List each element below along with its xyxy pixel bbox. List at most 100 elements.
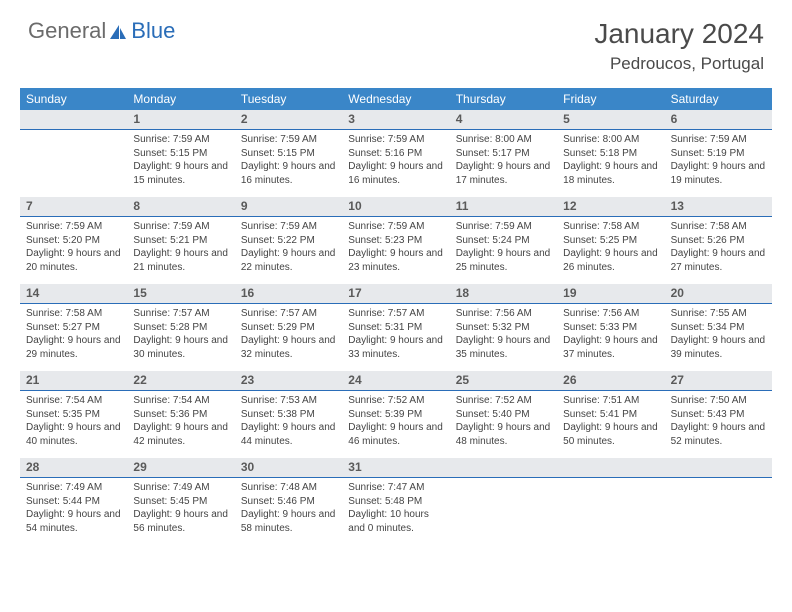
sunrise-line: Sunrise: 7:55 AM	[671, 307, 766, 321]
day-cell: Sunrise: 7:54 AMSunset: 5:35 PMDaylight:…	[20, 391, 127, 458]
day-content-row: Sunrise: 7:58 AMSunset: 5:27 PMDaylight:…	[20, 304, 772, 371]
day-number-row: 28293031	[20, 458, 772, 478]
sunset-line: Sunset: 5:17 PM	[456, 147, 551, 161]
day-number: 28	[20, 458, 127, 477]
day-number	[450, 458, 557, 477]
day-number: 11	[450, 197, 557, 216]
day-number: 27	[665, 371, 772, 390]
sunrise-line: Sunrise: 8:00 AM	[563, 133, 658, 147]
day-cell: Sunrise: 7:55 AMSunset: 5:34 PMDaylight:…	[665, 304, 772, 371]
sunrise-line: Sunrise: 7:59 AM	[671, 133, 766, 147]
day-cell: Sunrise: 7:52 AMSunset: 5:39 PMDaylight:…	[342, 391, 449, 458]
daylight-line: Daylight: 9 hours and 39 minutes.	[671, 334, 766, 361]
sunset-line: Sunset: 5:25 PM	[563, 234, 658, 248]
day-number: 30	[235, 458, 342, 477]
sunrise-line: Sunrise: 7:58 AM	[26, 307, 121, 321]
daylight-line: Daylight: 9 hours and 25 minutes.	[456, 247, 551, 274]
day-number: 31	[342, 458, 449, 477]
day-of-week-header: Thursday	[450, 88, 557, 110]
daylight-line: Daylight: 9 hours and 15 minutes.	[133, 160, 228, 187]
sunrise-line: Sunrise: 7:59 AM	[26, 220, 121, 234]
sunset-line: Sunset: 5:41 PM	[563, 408, 658, 422]
day-content-row: Sunrise: 7:49 AMSunset: 5:44 PMDaylight:…	[20, 478, 772, 545]
day-number	[557, 458, 664, 477]
sunrise-line: Sunrise: 7:58 AM	[671, 220, 766, 234]
day-number: 22	[127, 371, 234, 390]
sunset-line: Sunset: 5:48 PM	[348, 495, 443, 509]
sunset-line: Sunset: 5:40 PM	[456, 408, 551, 422]
daylight-line: Daylight: 9 hours and 42 minutes.	[133, 421, 228, 448]
sunrise-line: Sunrise: 7:49 AM	[26, 481, 121, 495]
day-cell: Sunrise: 7:48 AMSunset: 5:46 PMDaylight:…	[235, 478, 342, 545]
day-cell: Sunrise: 7:49 AMSunset: 5:45 PMDaylight:…	[127, 478, 234, 545]
day-cell: Sunrise: 7:59 AMSunset: 5:19 PMDaylight:…	[665, 130, 772, 197]
day-of-week-header: Friday	[557, 88, 664, 110]
sunrise-line: Sunrise: 7:59 AM	[133, 220, 228, 234]
daylight-line: Daylight: 9 hours and 44 minutes.	[241, 421, 336, 448]
daylight-line: Daylight: 9 hours and 26 minutes.	[563, 247, 658, 274]
header: General Blue January 2024 Pedroucos, Por…	[0, 0, 792, 82]
daylight-line: Daylight: 9 hours and 56 minutes.	[133, 508, 228, 535]
day-cell: Sunrise: 7:56 AMSunset: 5:33 PMDaylight:…	[557, 304, 664, 371]
day-cell: Sunrise: 7:59 AMSunset: 5:15 PMDaylight:…	[127, 130, 234, 197]
daylight-line: Daylight: 9 hours and 27 minutes.	[671, 247, 766, 274]
sunrise-line: Sunrise: 7:59 AM	[348, 133, 443, 147]
daylight-line: Daylight: 9 hours and 37 minutes.	[563, 334, 658, 361]
day-cell: Sunrise: 7:59 AMSunset: 5:22 PMDaylight:…	[235, 217, 342, 284]
daylight-line: Daylight: 9 hours and 35 minutes.	[456, 334, 551, 361]
day-number: 25	[450, 371, 557, 390]
day-number: 26	[557, 371, 664, 390]
day-number: 13	[665, 197, 772, 216]
day-number-row: 78910111213	[20, 197, 772, 217]
sunrise-line: Sunrise: 7:56 AM	[456, 307, 551, 321]
sunrise-line: Sunrise: 7:58 AM	[563, 220, 658, 234]
day-cell: Sunrise: 7:56 AMSunset: 5:32 PMDaylight:…	[450, 304, 557, 371]
sunset-line: Sunset: 5:35 PM	[26, 408, 121, 422]
daylight-line: Daylight: 9 hours and 54 minutes.	[26, 508, 121, 535]
sunrise-line: Sunrise: 7:57 AM	[133, 307, 228, 321]
day-content-row: Sunrise: 7:59 AMSunset: 5:20 PMDaylight:…	[20, 217, 772, 284]
day-cell: Sunrise: 7:59 AMSunset: 5:16 PMDaylight:…	[342, 130, 449, 197]
daylight-line: Daylight: 9 hours and 17 minutes.	[456, 160, 551, 187]
day-number: 20	[665, 284, 772, 303]
day-number: 3	[342, 110, 449, 129]
sunrise-line: Sunrise: 7:56 AM	[563, 307, 658, 321]
day-cell: Sunrise: 7:59 AMSunset: 5:23 PMDaylight:…	[342, 217, 449, 284]
day-cell: Sunrise: 7:53 AMSunset: 5:38 PMDaylight:…	[235, 391, 342, 458]
sunset-line: Sunset: 5:32 PM	[456, 321, 551, 335]
day-cell: Sunrise: 7:54 AMSunset: 5:36 PMDaylight:…	[127, 391, 234, 458]
daylight-line: Daylight: 9 hours and 16 minutes.	[241, 160, 336, 187]
day-number: 23	[235, 371, 342, 390]
day-number: 24	[342, 371, 449, 390]
title-block: January 2024 Pedroucos, Portugal	[594, 18, 764, 74]
day-number: 2	[235, 110, 342, 129]
daylight-line: Daylight: 9 hours and 30 minutes.	[133, 334, 228, 361]
day-cell: Sunrise: 7:47 AMSunset: 5:48 PMDaylight:…	[342, 478, 449, 545]
sunset-line: Sunset: 5:21 PM	[133, 234, 228, 248]
day-cell: Sunrise: 7:58 AMSunset: 5:26 PMDaylight:…	[665, 217, 772, 284]
daylight-line: Daylight: 9 hours and 33 minutes.	[348, 334, 443, 361]
day-cell: Sunrise: 7:50 AMSunset: 5:43 PMDaylight:…	[665, 391, 772, 458]
sunset-line: Sunset: 5:39 PM	[348, 408, 443, 422]
daylight-line: Daylight: 9 hours and 40 minutes.	[26, 421, 121, 448]
sunrise-line: Sunrise: 7:54 AM	[26, 394, 121, 408]
daylight-line: Daylight: 9 hours and 52 minutes.	[671, 421, 766, 448]
sunset-line: Sunset: 5:36 PM	[133, 408, 228, 422]
logo-sail-icon	[109, 24, 127, 45]
sunrise-line: Sunrise: 7:59 AM	[348, 220, 443, 234]
sunset-line: Sunset: 5:20 PM	[26, 234, 121, 248]
day-number-row: 21222324252627	[20, 371, 772, 391]
sunset-line: Sunset: 5:33 PM	[563, 321, 658, 335]
sunset-line: Sunset: 5:29 PM	[241, 321, 336, 335]
day-cell: Sunrise: 7:57 AMSunset: 5:31 PMDaylight:…	[342, 304, 449, 371]
daylight-line: Daylight: 9 hours and 50 minutes.	[563, 421, 658, 448]
sunset-line: Sunset: 5:46 PM	[241, 495, 336, 509]
day-number	[20, 110, 127, 129]
daylight-line: Daylight: 10 hours and 0 minutes.	[348, 508, 443, 535]
day-content-row: Sunrise: 7:54 AMSunset: 5:35 PMDaylight:…	[20, 391, 772, 458]
daylight-line: Daylight: 9 hours and 32 minutes.	[241, 334, 336, 361]
day-cell: Sunrise: 7:59 AMSunset: 5:20 PMDaylight:…	[20, 217, 127, 284]
day-cell: Sunrise: 7:51 AMSunset: 5:41 PMDaylight:…	[557, 391, 664, 458]
daylight-line: Daylight: 9 hours and 20 minutes.	[26, 247, 121, 274]
daylight-line: Daylight: 9 hours and 18 minutes.	[563, 160, 658, 187]
